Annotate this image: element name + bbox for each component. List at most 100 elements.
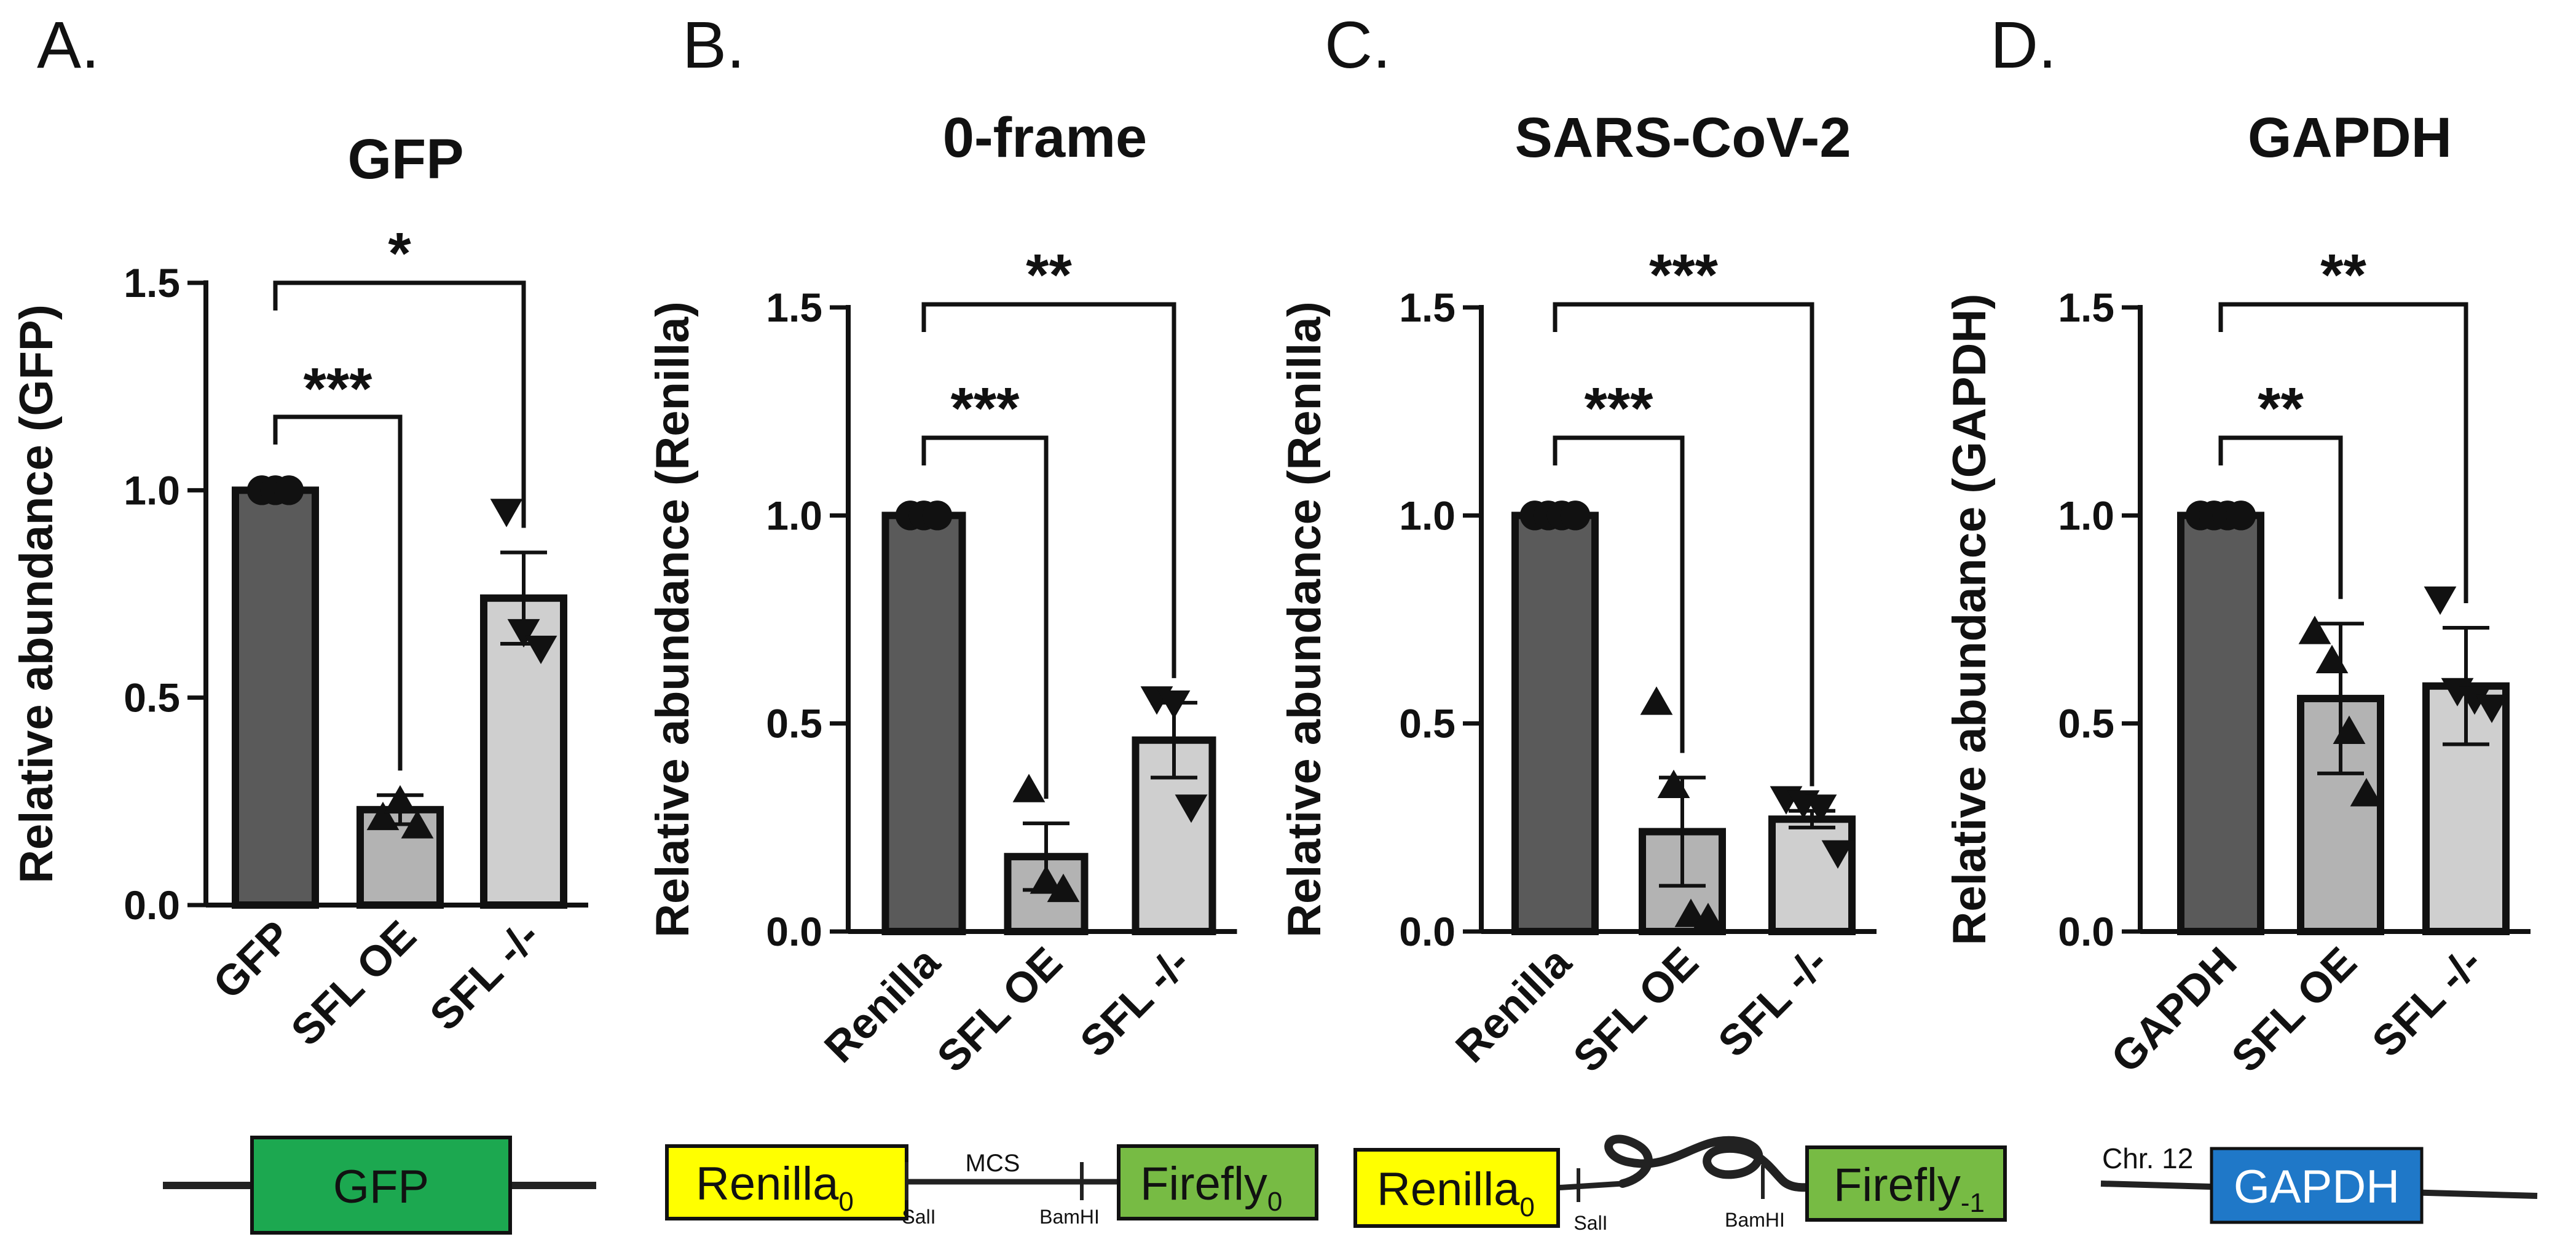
chart-title: GFP xyxy=(347,128,463,191)
firefly-c-subscript: -1 xyxy=(1961,1188,1985,1218)
chart-panel-3: C. SARS-CoV-2 Relative abundance (Renilla)… xyxy=(1278,7,1877,1081)
firefly-b-subscript: 0 xyxy=(1267,1187,1282,1217)
y-axis-label: Relative abundance (GFP) xyxy=(10,304,63,884)
panel-letter: C. xyxy=(1325,7,1391,82)
x-category-label: Renilla xyxy=(815,938,949,1072)
gfp-box-label: GFP xyxy=(333,1161,429,1213)
data-point xyxy=(1012,773,1046,802)
firefly-box-c-label: Firefly-1 xyxy=(1834,1159,1985,1218)
y-tick-label: 1.0 xyxy=(1399,492,1455,538)
chart-title: 0-frame xyxy=(943,106,1147,169)
significance-label: ** xyxy=(2320,242,2366,308)
bar xyxy=(881,512,966,935)
y-tick-label: 0.0 xyxy=(1399,909,1455,954)
x-category-label: GFP xyxy=(204,911,301,1008)
data-point xyxy=(2315,644,2349,673)
data-point xyxy=(2441,678,2474,706)
significance-bracket xyxy=(2218,302,2468,604)
firefly-box-b-label: Firefly0 xyxy=(1140,1158,1282,1217)
x-category-label: Renilla xyxy=(1446,938,1580,1072)
significance-bracket xyxy=(921,302,1176,678)
data-point xyxy=(384,785,417,814)
renilla-b-subscript: 0 xyxy=(838,1187,853,1217)
data-point xyxy=(1692,903,1725,932)
data-point xyxy=(1047,873,1080,903)
significance-label: ** xyxy=(1026,242,1072,308)
y-tick-label: 0.0 xyxy=(124,882,180,928)
x-category-label: SFL -/- xyxy=(2363,938,2491,1066)
y-tick-label: 1.0 xyxy=(124,467,180,513)
panel-letter: A. xyxy=(37,7,100,82)
significance-label: *** xyxy=(303,356,372,422)
data-point xyxy=(2350,778,2383,807)
significance-bracket xyxy=(273,414,403,771)
data-point xyxy=(1640,686,1673,715)
chart-panel-4: D. GAPDH Relative abundance (GAPDH) 0.0 0.5 1… xyxy=(1944,7,2531,1082)
y-axis-label: Relative abundance (Renilla) xyxy=(1278,301,1331,938)
y-axis-label: Relative abundance (GAPDH) xyxy=(1944,294,1996,946)
bar xyxy=(1511,512,1599,935)
data-point xyxy=(1560,500,1591,531)
data-point xyxy=(2475,694,2508,723)
bamhi-label-c: BamHI xyxy=(1725,1209,1785,1231)
gfp-box xyxy=(250,1136,512,1235)
construct-gapdh: GAPDH Chr. 12 xyxy=(2100,1142,2538,1224)
renilla-box-b xyxy=(665,1144,908,1220)
chart-title: SARS-CoV-2 xyxy=(1515,106,1851,169)
sali-label-c: SalI xyxy=(1574,1212,1607,1234)
significance-bracket xyxy=(273,280,526,528)
bar xyxy=(480,594,567,909)
chart-panel-2: B. 0-frame Relative abundance (Renilla) 0.0… xyxy=(647,7,1237,1081)
y-tick-label: 1.5 xyxy=(766,285,822,330)
data-point xyxy=(401,810,434,839)
chromosome-label: Chr. 12 xyxy=(2102,1142,2193,1174)
y-tick-label: 0.5 xyxy=(766,701,822,746)
y-tick-label: 0.0 xyxy=(2058,909,2114,954)
charts-layer: A. GFP Relative abundance (GFP) 0.0 0.5 1.0 1.… xyxy=(10,7,2531,1082)
data-point xyxy=(2226,500,2256,531)
data-point xyxy=(490,499,523,528)
y-tick-label: 1.0 xyxy=(766,492,822,538)
renilla-c-subscript: 0 xyxy=(1519,1192,1534,1222)
renilla-box-c-label: Renilla0 xyxy=(1377,1163,1535,1222)
y-tick-label: 1.5 xyxy=(2058,285,2114,330)
panel-letter: B. xyxy=(682,7,745,82)
significance-label: *** xyxy=(950,376,1020,441)
data-point xyxy=(2424,586,2457,615)
y-axis-label: Relative abundance (Renilla) xyxy=(647,301,699,938)
construct-c-line-left xyxy=(1554,1181,1623,1191)
y-tick-label: 1.5 xyxy=(1399,285,1455,330)
significance-bracket xyxy=(2218,435,2343,599)
mcs-label: MCS xyxy=(966,1150,1020,1177)
data-point xyxy=(1030,865,1063,894)
bar xyxy=(1768,815,1856,936)
construct-sars-cov-2: Renilla0 SalI BamHI Firefly-1 xyxy=(1353,1134,2007,1234)
chart-panel-1: A. GFP Relative abundance (GFP) 0.0 0.5 1.0 1.… xyxy=(10,7,588,1054)
data-point xyxy=(2458,686,2491,715)
data-point xyxy=(366,801,400,831)
data-point xyxy=(274,475,304,505)
significance-label: *** xyxy=(1584,376,1653,441)
construct-gfp: GFP xyxy=(163,1136,596,1235)
data-point xyxy=(1657,769,1690,798)
chart-title: GAPDH xyxy=(2248,106,2452,169)
y-tick-label: 0.5 xyxy=(1399,701,1455,746)
x-category-label: SFL OE xyxy=(2223,938,2366,1081)
x-category-label: SFL OE xyxy=(928,938,1071,1081)
y-tick-label: 0.5 xyxy=(124,675,180,721)
x-category-label: SFL -/- xyxy=(420,911,548,1039)
data-point xyxy=(2333,715,2366,744)
y-tick-label: 1.0 xyxy=(2058,492,2114,538)
renilla-b-text: Renilla xyxy=(696,1158,839,1210)
significance-bracket xyxy=(921,435,1049,799)
pseudoknot-icon xyxy=(1604,1134,1842,1192)
significance-label: * xyxy=(388,221,411,287)
data-point xyxy=(1821,840,1854,869)
data-point xyxy=(1804,794,1837,823)
firefly-b-text: Firefly xyxy=(1140,1158,1267,1210)
renilla-c-text: Renilla xyxy=(1377,1163,1520,1216)
bar xyxy=(232,486,319,909)
data-point xyxy=(1175,794,1208,823)
data-point xyxy=(507,619,540,648)
